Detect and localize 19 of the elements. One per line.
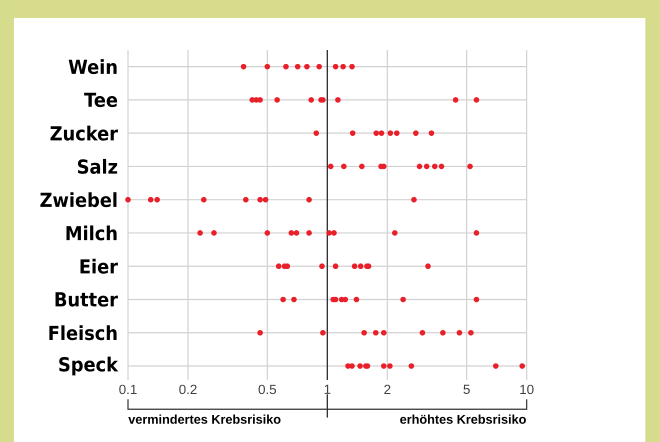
text: erhöhtes Krebsrisiko (400, 414, 526, 424)
y-tick-label: Salz (78, 158, 118, 174)
x-tick-label: 1 (324, 384, 330, 394)
y-tick-label: Fleisch (49, 325, 117, 340)
y-tick-label: Butter (56, 292, 118, 307)
y-tick-label: Wein (68, 59, 117, 74)
x-tick-label: 0.1 (119, 384, 137, 394)
y-tick-label: Speck (59, 356, 118, 376)
y-tick-label: Tee (84, 92, 118, 108)
y-tick-label: Milch (66, 225, 117, 240)
text: vermindertes Krebsrisiko (128, 414, 281, 424)
x-tick-label: 5 (463, 384, 470, 394)
x-tick-label: 2 (384, 384, 390, 394)
x-tick-label: 0.5 (258, 384, 276, 394)
y-tick-label: Zucker (50, 126, 118, 141)
x-tick-label: 0.2 (179, 384, 197, 394)
y-tick-label: Eier (80, 258, 118, 274)
x-tick-label: 10 (520, 384, 534, 394)
y-tick-label: Zwiebel (40, 192, 116, 208)
